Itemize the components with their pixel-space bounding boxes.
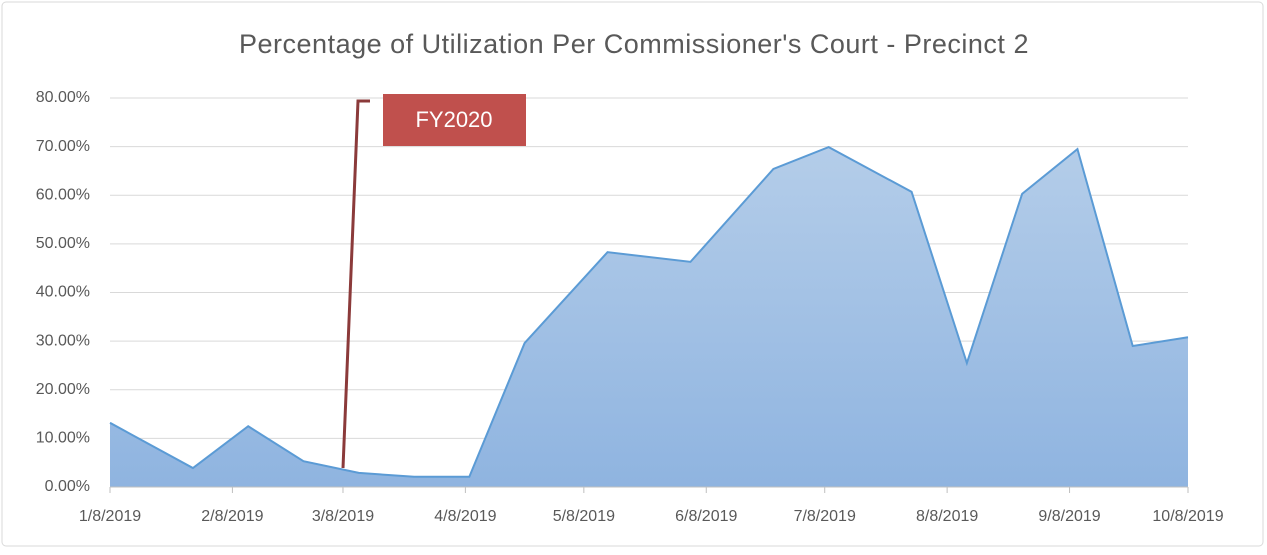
y-tick-label: 80.00% (36, 89, 90, 106)
x-tick-label: 7/8/2019 (794, 508, 856, 525)
y-tick-label: 10.00% (36, 430, 90, 447)
x-tick-label: 4/8/2019 (434, 508, 496, 525)
y-tick-label: 70.00% (36, 138, 90, 155)
y-tick-label: 40.00% (36, 284, 90, 301)
x-tick-label: 9/8/2019 (1038, 508, 1100, 525)
x-tick-label: 8/8/2019 (916, 508, 978, 525)
area (110, 147, 1188, 487)
annotation-bracket (341, 99, 370, 469)
annotation-box (383, 94, 526, 146)
y-tick-label: 60.00% (36, 186, 90, 203)
x-tick-label: 6/8/2019 (675, 508, 737, 525)
annotation: FY2020 (415, 107, 492, 132)
plot-area: 0.00% 10.00% 20.00% 30.00% 40.00% 50.00% 60.00… (36, 89, 1224, 525)
y-tick-label: 30.00% (36, 332, 90, 349)
y-tick-label: 50.00% (36, 235, 90, 252)
y-tick-label: 0.00% (45, 478, 90, 495)
x-tick-label: 3/8/2019 (312, 508, 374, 525)
x-tick-label: 2/8/2019 (201, 508, 263, 525)
x-tick-label: 1/8/2019 (79, 508, 141, 525)
area-line (109, 146, 1189, 478)
chart-title: Percentage of Utilization Per Commission… (239, 29, 1029, 59)
x-tick-label: 5/8/2019 (553, 508, 615, 525)
x-tick-label: 10/8/2019 (1152, 508, 1223, 525)
y-tick-label: 20.00% (36, 381, 90, 398)
